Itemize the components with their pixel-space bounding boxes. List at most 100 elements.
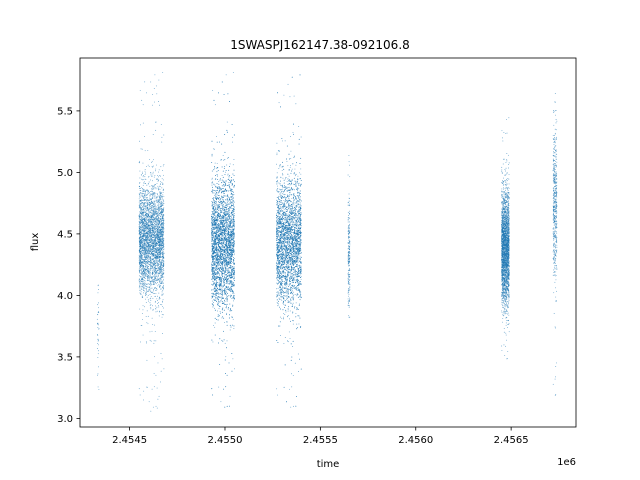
data-point bbox=[139, 89, 141, 91]
data-point bbox=[160, 265, 162, 267]
data-point bbox=[159, 183, 161, 185]
data-point bbox=[148, 255, 150, 257]
data-point bbox=[160, 226, 162, 228]
data-point bbox=[141, 148, 143, 150]
data-point bbox=[155, 199, 157, 201]
data-point bbox=[157, 257, 159, 259]
data-point bbox=[139, 230, 141, 232]
data-point bbox=[160, 370, 162, 372]
data-point bbox=[143, 240, 145, 242]
data-point bbox=[139, 238, 141, 240]
data-point bbox=[143, 235, 145, 237]
data-point bbox=[149, 272, 151, 274]
data-point bbox=[161, 217, 163, 219]
data-point bbox=[161, 232, 163, 234]
data-point bbox=[141, 178, 143, 180]
data-point bbox=[150, 340, 152, 342]
data-point bbox=[155, 308, 156, 310]
data-point bbox=[152, 211, 154, 213]
data-point bbox=[157, 236, 159, 238]
data-point bbox=[157, 303, 159, 304]
data-point bbox=[148, 208, 150, 210]
data-point bbox=[141, 215, 143, 217]
data-point bbox=[156, 183, 158, 184]
data-point bbox=[148, 233, 150, 235]
data-point bbox=[156, 196, 158, 198]
data-point bbox=[139, 272, 141, 274]
data-point bbox=[141, 263, 143, 265]
data-point bbox=[140, 233, 142, 235]
data-point bbox=[149, 238, 151, 240]
data-point bbox=[147, 248, 149, 250]
data-point bbox=[160, 220, 162, 222]
data-point bbox=[143, 239, 145, 241]
data-point bbox=[143, 231, 145, 233]
data-point bbox=[162, 301, 163, 303]
data-point bbox=[160, 279, 162, 281]
data-point bbox=[146, 322, 148, 324]
data-point bbox=[98, 324, 99, 326]
data-point bbox=[145, 293, 147, 295]
data-point bbox=[153, 88, 155, 90]
data-point bbox=[156, 260, 158, 262]
data-point bbox=[155, 275, 157, 277]
data-point bbox=[163, 223, 165, 224]
data-point bbox=[144, 265, 146, 267]
data-point bbox=[97, 374, 98, 376]
data-point bbox=[142, 190, 144, 192]
data-point bbox=[153, 290, 154, 292]
data-point bbox=[145, 228, 147, 230]
data-point bbox=[149, 228, 151, 230]
data-point bbox=[159, 281, 160, 283]
data-point bbox=[154, 270, 156, 272]
data-point bbox=[155, 197, 157, 199]
data-point bbox=[140, 269, 142, 271]
data-point bbox=[153, 213, 155, 215]
data-point bbox=[98, 328, 100, 330]
data-point bbox=[154, 271, 155, 272]
data-point bbox=[158, 206, 160, 207]
data-point bbox=[141, 257, 143, 258]
data-point bbox=[159, 202, 161, 204]
data-point bbox=[138, 275, 140, 277]
data-point bbox=[142, 227, 144, 229]
data-point bbox=[150, 242, 152, 244]
data-point bbox=[146, 200, 148, 202]
data-point bbox=[147, 197, 148, 199]
data-point bbox=[156, 223, 158, 225]
data-point bbox=[146, 310, 148, 312]
data-point bbox=[145, 213, 147, 214]
data-point bbox=[153, 209, 155, 211]
data-point bbox=[157, 264, 159, 266]
data-point bbox=[149, 211, 151, 212]
data-point bbox=[145, 233, 147, 235]
data-point bbox=[161, 136, 163, 138]
data-point bbox=[158, 201, 160, 203]
data-point bbox=[148, 228, 150, 230]
data-point bbox=[161, 250, 163, 252]
data-point bbox=[145, 244, 147, 246]
data-point bbox=[158, 278, 160, 280]
data-point bbox=[153, 282, 155, 284]
data-point bbox=[151, 204, 153, 206]
data-point bbox=[159, 277, 161, 279]
data-point bbox=[150, 179, 151, 181]
data-point bbox=[147, 150, 149, 152]
data-point bbox=[154, 228, 156, 230]
data-point bbox=[163, 202, 165, 204]
data-point bbox=[160, 271, 162, 273]
data-point bbox=[145, 272, 147, 274]
data-point bbox=[139, 170, 141, 172]
data-point bbox=[149, 293, 151, 295]
data-point bbox=[146, 214, 148, 216]
data-point bbox=[152, 280, 154, 282]
data-point bbox=[142, 244, 144, 246]
data-point bbox=[142, 202, 144, 204]
data-point bbox=[150, 191, 151, 192]
data-point bbox=[142, 176, 144, 178]
data-point bbox=[139, 205, 141, 207]
data-point bbox=[143, 287, 145, 289]
data-point bbox=[156, 164, 157, 166]
data-point bbox=[153, 255, 155, 257]
data-point bbox=[138, 229, 140, 231]
